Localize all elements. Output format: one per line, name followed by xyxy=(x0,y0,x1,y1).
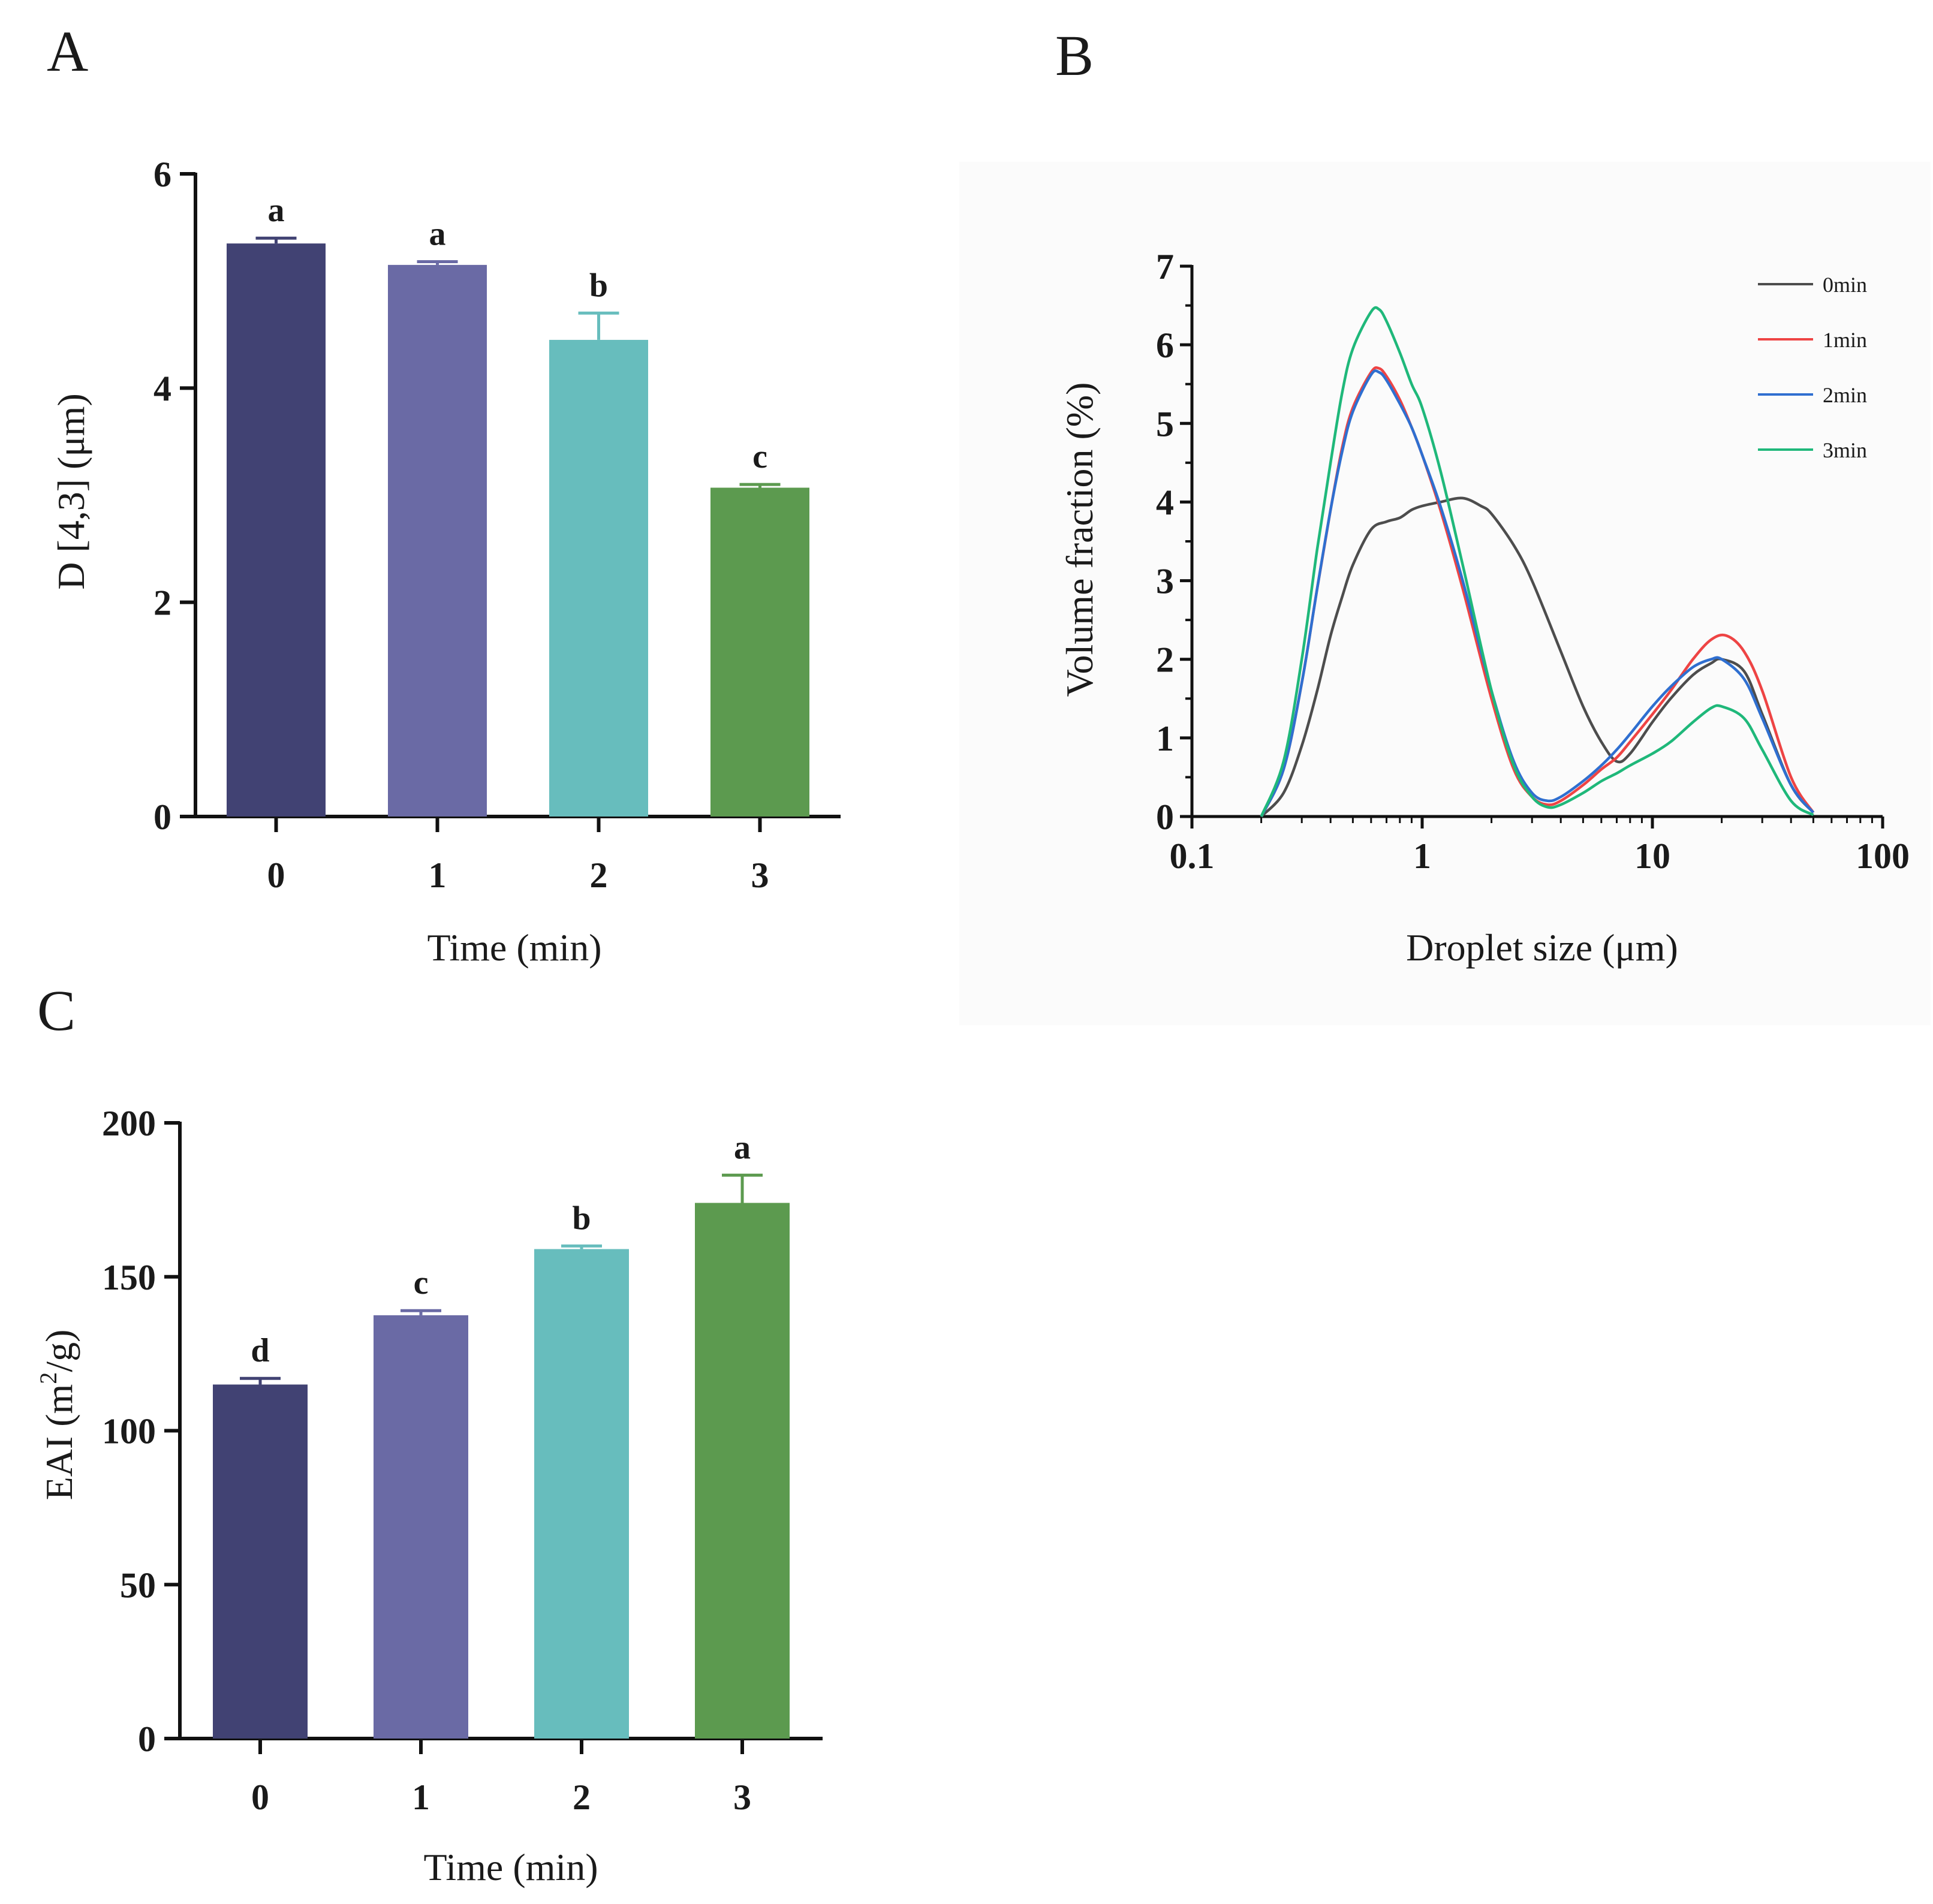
panel-c-x-tick-label: 1 xyxy=(412,1778,430,1817)
panel-b-legend-label: 0min xyxy=(1823,273,1867,297)
panel-b-y-tick-label: 6 xyxy=(1156,326,1174,365)
panel-letter-c: C xyxy=(37,978,76,1043)
panel-b-y-tick-label: 1 xyxy=(1156,719,1174,758)
panel-a-y-tick-label: 2 xyxy=(153,583,171,623)
panel-b-x-tick-label: 10 xyxy=(1634,836,1670,876)
panel-c-x-tick-label: 0 xyxy=(251,1778,269,1817)
panel-c-y-tick-label: 50 xyxy=(120,1565,156,1605)
panel-a-x-tick-label: 2 xyxy=(590,855,608,895)
panel-a-x-tick-label: 3 xyxy=(751,855,769,895)
panel-c-y-tick-label: 200 xyxy=(102,1104,156,1143)
panel-b-legend-label: 1min xyxy=(1823,328,1867,352)
panel-a-y-tick-label: 0 xyxy=(153,797,171,837)
panel-c-y-label-superscript: 2 xyxy=(35,1372,62,1384)
panel-a-significance-label: a xyxy=(429,216,446,253)
panel-b-x-tick-label: 1 xyxy=(1413,836,1431,876)
panel-letter-b: B xyxy=(1055,23,1094,88)
panel-c-x-tick-label: 3 xyxy=(733,1778,751,1817)
panel-b-background xyxy=(959,162,1931,1025)
panel-c-bar xyxy=(695,1203,790,1739)
panel-b-x-axis-label: Droplet size (μm) xyxy=(1406,926,1678,969)
panel-b-legend-label: 2min xyxy=(1823,383,1867,407)
panel-letter-a: A xyxy=(47,19,88,83)
panel-a-y-axis-label: D [4,3] (μm) xyxy=(50,393,92,590)
panel-a-y-tick-label: 6 xyxy=(153,155,171,194)
panel-c-significance-label: d xyxy=(251,1332,269,1369)
panel-c-y-tick-label: 150 xyxy=(102,1258,156,1297)
panel-c-y-label-prefix: EAI (m xyxy=(38,1384,80,1501)
panel-a-plot-area: 0 2 4 6 a 0 a 1 b 2 c 3 xyxy=(153,155,841,895)
panel-b-y-tick-label: 7 xyxy=(1156,247,1174,287)
panel-b-y-tick-label: 0 xyxy=(1156,797,1174,837)
panel-c-bar xyxy=(213,1384,308,1739)
panel-c-significance-label: b xyxy=(572,1200,591,1237)
panel-a-x-tick-label: 0 xyxy=(267,855,285,895)
panel-c-bar xyxy=(374,1315,468,1739)
figure: A B C 0 2 4 6 a 0 a 1 b 2 c 3 Time (min) D [4,3] (μ… xyxy=(0,0,1933,1904)
panel-a-bar xyxy=(549,340,648,817)
panel-b-x-tick-label: 0.1 xyxy=(1170,836,1215,876)
panel-b-y-axis-label: Volume fraction (%) xyxy=(1058,382,1101,697)
panel-c-significance-label: c xyxy=(414,1264,429,1302)
panel-a-bar xyxy=(388,265,487,817)
panel-a-bar xyxy=(710,487,809,817)
panel-a-chart: 0 2 4 6 a 0 a 1 b 2 c 3 Time (min) D [4,3] (μm) xyxy=(50,155,841,969)
panel-c-x-tick-label: 2 xyxy=(573,1778,591,1817)
panel-b-y-tick-label: 2 xyxy=(1156,640,1174,680)
panel-a-y-tick-label: 4 xyxy=(153,369,171,408)
panel-c-significance-label: a xyxy=(734,1129,751,1166)
panel-c-bar xyxy=(534,1249,629,1739)
panel-b-legend-label: 3min xyxy=(1823,438,1867,462)
panel-c-y-tick-label: 0 xyxy=(138,1719,156,1759)
panel-c-y-axis-label: EAI (m2/g) xyxy=(35,1330,80,1501)
panel-a-significance-label: c xyxy=(752,438,767,475)
panel-c-y-label-suffix: /g) xyxy=(38,1330,80,1372)
panel-a-x-tick-label: 1 xyxy=(429,855,447,895)
panel-c-plot-area: 0 50 100 150 200 d 0 c 1 b 2 a 3 xyxy=(102,1104,823,1817)
panel-b-x-tick-label: 100 xyxy=(1856,836,1910,876)
panel-b-y-tick-label: 3 xyxy=(1156,562,1174,601)
panel-a-significance-label: b xyxy=(589,267,608,304)
panel-a-x-axis-label: Time (min) xyxy=(427,926,602,969)
panel-b-y-tick-label: 5 xyxy=(1156,404,1174,444)
panel-a-significance-label: a xyxy=(268,192,285,229)
panel-b-y-tick-label: 4 xyxy=(1156,483,1174,522)
panel-a-bar xyxy=(227,243,326,817)
panel-c-x-axis-label: Time (min) xyxy=(424,1846,598,1888)
panel-c-y-tick-label: 100 xyxy=(102,1412,156,1451)
